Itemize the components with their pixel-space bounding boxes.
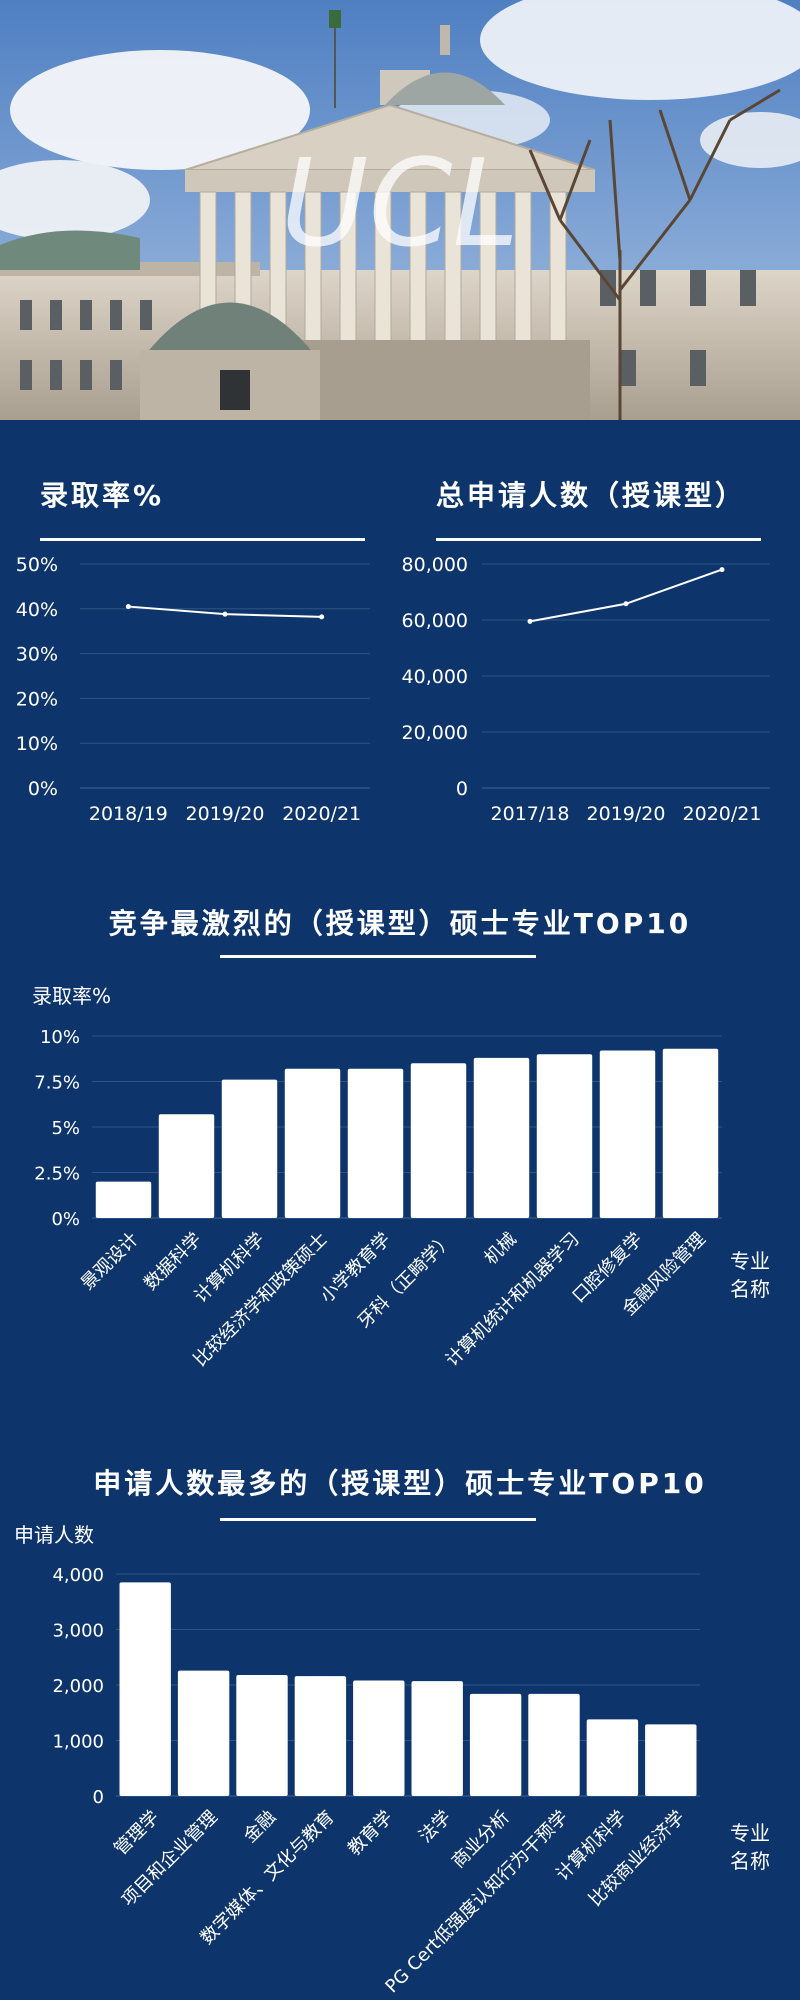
y-tick-label: 20,000 — [402, 722, 468, 744]
x-tick-label: 景观设计 — [77, 1229, 143, 1295]
bar — [236, 1675, 288, 1796]
data-point — [125, 604, 131, 610]
bar — [528, 1693, 580, 1796]
bar — [411, 1681, 463, 1796]
series-line — [529, 568, 723, 623]
y-tick-label: 0% — [51, 1209, 80, 1230]
y-tick-label: 80,000 — [402, 554, 468, 576]
y-tick-label: 20% — [16, 688, 58, 710]
bar — [177, 1670, 230, 1796]
y-tick-label: 7.5% — [34, 1073, 80, 1094]
x-tick-label: 数据科学 — [140, 1229, 206, 1295]
x-tick-label: 2019/20 — [587, 803, 666, 825]
y-tick-label: 4,000 — [52, 1565, 104, 1586]
bar — [284, 1068, 341, 1218]
data-point — [222, 611, 228, 617]
bar — [662, 1048, 719, 1218]
x-tick-label: 法学 — [415, 1807, 455, 1847]
x-axis-label: 名称 — [730, 1277, 770, 1301]
y-tick-label: 5% — [51, 1118, 80, 1139]
bar — [473, 1057, 530, 1218]
ucl-logo: UCL — [281, 135, 519, 274]
x-axis-label: 名称 — [730, 1849, 770, 1873]
y-tick-label: 0 — [93, 1787, 104, 1808]
y-tick-label: 60,000 — [402, 610, 468, 632]
y-tick-label: 0 — [456, 778, 468, 800]
y-tick-label: 1,000 — [52, 1732, 104, 1753]
x-tick-label: 管理学 — [110, 1807, 163, 1860]
y-axis-label: 申请人数 — [14, 1523, 94, 1547]
popular-rule — [220, 1518, 536, 1521]
x-tick-label: 2020/21 — [282, 803, 361, 825]
admit-rate-chart: 0% 10% 20% 30% 40% 50% 2018/19 2019/20 2020/21 — [16, 554, 370, 825]
y-tick-label: 30% — [16, 644, 58, 666]
applicants-title: 总申请人数（授课型） — [436, 479, 747, 512]
x-axis-label: 专业 — [730, 1821, 770, 1845]
competitive-rule — [220, 955, 536, 958]
popular-title: 申请人数最多的（授课型）硕士专业TOP10 — [93, 1467, 707, 1500]
bar — [119, 1582, 171, 1796]
y-tick-label: 10% — [40, 1027, 80, 1048]
bar — [469, 1693, 522, 1796]
bar — [410, 1063, 467, 1218]
applicants-rule — [436, 538, 761, 541]
y-tick-label: 10% — [16, 733, 58, 755]
y-tick-label: 40% — [16, 599, 58, 621]
bar — [95, 1181, 152, 1218]
bar — [347, 1068, 404, 1218]
competitive-title: 竞争最激烈的（授课型）硕士专业TOP10 — [108, 907, 692, 940]
x-tick-label: 2020/21 — [683, 803, 762, 825]
bar — [599, 1050, 656, 1218]
hero-image: UCL — [0, 0, 800, 420]
admit-rate-rule — [40, 538, 365, 541]
data-point — [623, 601, 629, 607]
x-tick-label: 金融 — [240, 1807, 280, 1847]
applicants-chart: 0 20,000 40,000 60,000 80,000 2017/18 2019/20 2… — [402, 554, 770, 825]
data-point — [319, 614, 325, 620]
bar — [158, 1114, 215, 1218]
bar — [294, 1676, 347, 1796]
admit-rate-title: 录取率% — [40, 479, 165, 512]
y-tick-label: 2,000 — [52, 1676, 104, 1697]
y-tick-label: 0% — [28, 778, 58, 800]
x-tick-label: 教育学 — [344, 1807, 397, 1860]
x-tick-label: 机械 — [480, 1229, 520, 1269]
data-point — [527, 618, 533, 624]
competitive-chart: 0%2.5%5%7.5%10%景观设计数据科学计算机科学比较经济学和政策硕士小学… — [32, 984, 770, 1371]
ucl-building-illustration: UCL — [0, 0, 800, 420]
y-tick-label: 3,000 — [52, 1621, 104, 1642]
bar — [645, 1724, 697, 1796]
bar — [353, 1680, 405, 1796]
bar — [536, 1054, 593, 1218]
data-point — [719, 567, 725, 573]
bar — [221, 1079, 278, 1218]
y-tick-label: 50% — [16, 554, 58, 576]
y-axis-label: 录取率% — [32, 984, 111, 1008]
x-tick-label: 2019/20 — [186, 803, 265, 825]
y-tick-label: 2.5% — [34, 1164, 80, 1185]
x-tick-label: 2018/19 — [89, 803, 168, 825]
bar — [586, 1719, 639, 1796]
x-axis-label: 专业 — [730, 1249, 770, 1273]
y-tick-label: 40,000 — [402, 666, 468, 688]
x-tick-label: 2017/18 — [491, 803, 570, 825]
